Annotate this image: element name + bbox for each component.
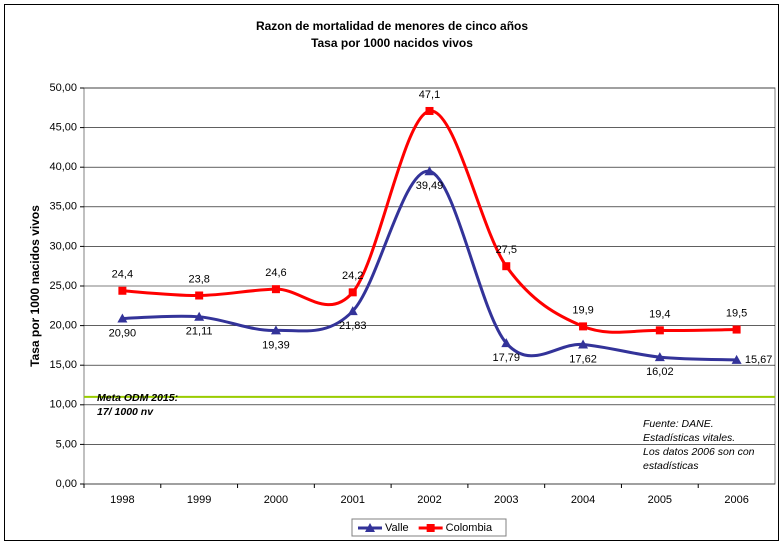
annotation: Meta ODM 2015: — [97, 392, 178, 404]
point — [731, 354, 742, 364]
data-label: 16,02 — [646, 366, 674, 378]
data-label: 19,5 — [726, 307, 747, 319]
data-label: 20,90 — [109, 327, 137, 339]
point — [347, 306, 358, 316]
point — [365, 523, 375, 532]
point — [271, 285, 280, 294]
point — [425, 106, 434, 115]
chart-title: Razon de mortalidad de menores de cinco … — [256, 19, 528, 33]
point — [655, 326, 664, 335]
point — [654, 352, 665, 362]
point — [579, 322, 588, 331]
y-tick-label: 40,00 — [49, 161, 77, 173]
data-label: 17,79 — [493, 352, 521, 364]
y-tick-label: 30,00 — [49, 240, 77, 252]
annotation: 17/ 1000 nv — [97, 406, 154, 418]
point — [117, 313, 128, 323]
chart-title: Tasa por 1000 nacidos vivos — [311, 36, 473, 50]
x-tick-label: 2001 — [340, 494, 364, 506]
data-label: 39,49 — [416, 180, 444, 192]
y-tick-label: 15,00 — [49, 359, 77, 371]
data-label: 21,83 — [339, 320, 367, 332]
annotation: estadísticas — [643, 460, 699, 472]
legend-label: Colombia — [446, 522, 493, 534]
data-label: 23,8 — [188, 273, 209, 285]
point — [501, 338, 512, 348]
point — [270, 325, 281, 335]
data-label: 24,4 — [112, 269, 133, 281]
annotation: Estadísticas vitales. — [643, 432, 735, 444]
y-tick-label: 10,00 — [49, 399, 77, 411]
legend: Valle Colombia — [351, 518, 507, 537]
point — [118, 286, 127, 295]
data-label: 24,2 — [342, 270, 363, 282]
point — [426, 524, 435, 532]
point — [348, 288, 357, 297]
x-tick-label: 1999 — [187, 494, 211, 506]
data-label: 19,9 — [572, 304, 593, 316]
y-axis-label: Tasa por 1000 nacidos vivos — [28, 205, 42, 367]
point — [194, 311, 205, 321]
data-label: 21,11 — [186, 326, 213, 338]
data-label: 27,5 — [496, 244, 517, 256]
data-label: 19,4 — [649, 308, 670, 320]
y-tick-label: 0,00 — [56, 478, 77, 490]
y-tick-label: 20,00 — [49, 320, 77, 332]
data-label: 17,62 — [569, 353, 597, 365]
data-label: 24,6 — [265, 267, 286, 279]
point — [195, 291, 204, 300]
x-tick-label: 2000 — [264, 494, 288, 506]
legend-label: Valle — [385, 522, 409, 534]
point — [502, 262, 511, 271]
x-tick-label: 2005 — [648, 494, 672, 506]
x-tick-label: 1998 — [110, 494, 134, 506]
y-tick-label: 35,00 — [49, 201, 77, 213]
data-label: 15,67 — [745, 354, 773, 366]
point — [424, 166, 435, 176]
y-tick-label: 45,00 — [49, 122, 77, 134]
point — [578, 339, 589, 349]
x-tick-label: 2006 — [724, 494, 748, 506]
annotation: Los datos 2006 son con — [643, 446, 755, 458]
y-tick-label: 50,00 — [49, 82, 77, 94]
annotation: Fuente: DANE. — [643, 418, 714, 430]
y-tick-label: 25,00 — [49, 280, 77, 292]
x-tick-label: 2003 — [494, 494, 518, 506]
point — [732, 325, 741, 334]
x-tick-label: 2002 — [417, 494, 441, 506]
y-tick-label: 5,00 — [56, 438, 77, 450]
data-label: 19,39 — [262, 339, 290, 351]
x-tick-label: 2004 — [571, 494, 595, 506]
data-label: 47,1 — [419, 89, 440, 101]
